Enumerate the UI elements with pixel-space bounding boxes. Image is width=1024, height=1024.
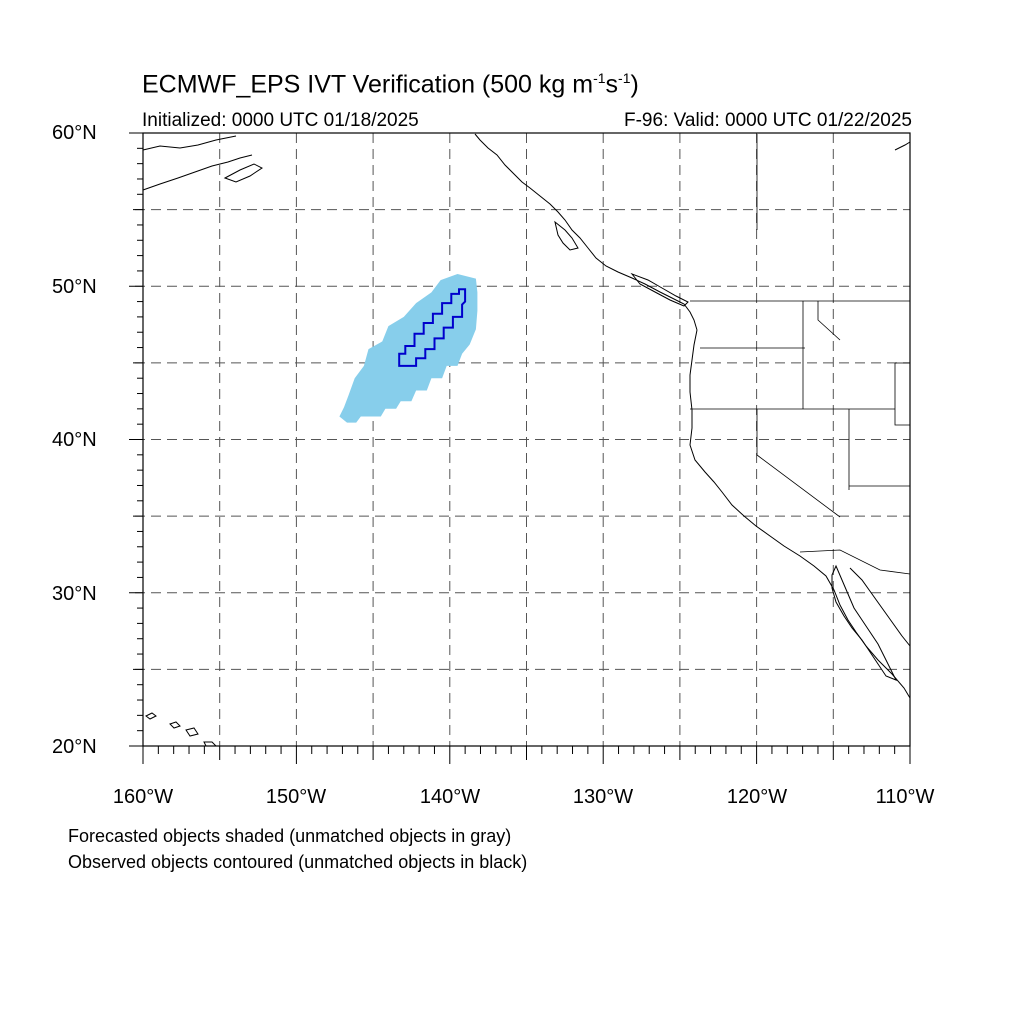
border-us-mexico — [799, 549, 911, 575]
coastline-islands-bc — [554, 220, 579, 251]
political-borders — [690, 134, 911, 575]
coastline-kodiak — [223, 163, 263, 183]
lat-label-40n: 40°N — [52, 429, 97, 451]
border-bc-internal — [817, 301, 841, 341]
lon-label-150w: 150°W — [265, 786, 327, 808]
coastline-hawaii-3 — [185, 727, 199, 737]
coastline-hawaii-1 — [145, 712, 157, 720]
coastline-hawaii-2 — [169, 721, 181, 729]
axis-ticks — [129, 132, 911, 764]
lat-label-50n: 50°N — [52, 276, 97, 298]
lat-label-20n: 20°N — [52, 736, 97, 758]
coastlines — [142, 133, 911, 747]
coastline-alaska-bc — [474, 133, 698, 331]
title-close: ) — [630, 70, 639, 99]
forecast-object — [339, 274, 478, 423]
lat-label-60n: 60°N — [52, 122, 97, 144]
valid-label: F-96: Valid: 0000 UTC 01/22/2025 — [624, 110, 912, 131]
grid-lines — [135, 133, 910, 746]
observed-object — [398, 288, 467, 367]
lon-label-160w: 160°W — [112, 786, 174, 808]
title-exp-1: -1 — [593, 70, 606, 86]
coastline-baja — [831, 564, 898, 681]
coastline-alaska-peninsula — [142, 154, 253, 191]
note-observed: Observed objects contoured (unmatched ob… — [68, 852, 528, 872]
coastline-vancouver-island — [630, 272, 689, 307]
coastline-alaska-north — [142, 135, 237, 151]
border-ca-nv — [756, 409, 841, 518]
note-forecast: Forecasted objects shaded (unmatched obj… — [68, 826, 512, 846]
lon-label-110w: 110°W — [875, 786, 935, 808]
initialized-label: Initialized: 0000 UTC 01/18/2025 — [142, 110, 419, 131]
title-exp-2: -1 — [618, 70, 631, 86]
title-unit-s: s — [605, 70, 619, 99]
map-title: ECMWF_EPS IVT Verification (500 kg m-1s-… — [142, 70, 639, 99]
coastline-alaska-east — [894, 141, 911, 151]
title-text: ECMWF_EPS IVT Verification (500 kg m — [142, 70, 594, 99]
coastline-mexico-mainland — [849, 567, 911, 647]
lon-label-140w: 140°W — [419, 786, 481, 808]
border-mt-wy — [894, 362, 910, 426]
lat-label-30n: 30°N — [52, 583, 97, 605]
lon-label-130w: 130°W — [572, 786, 634, 808]
lon-label-120w: 120°W — [726, 786, 788, 808]
